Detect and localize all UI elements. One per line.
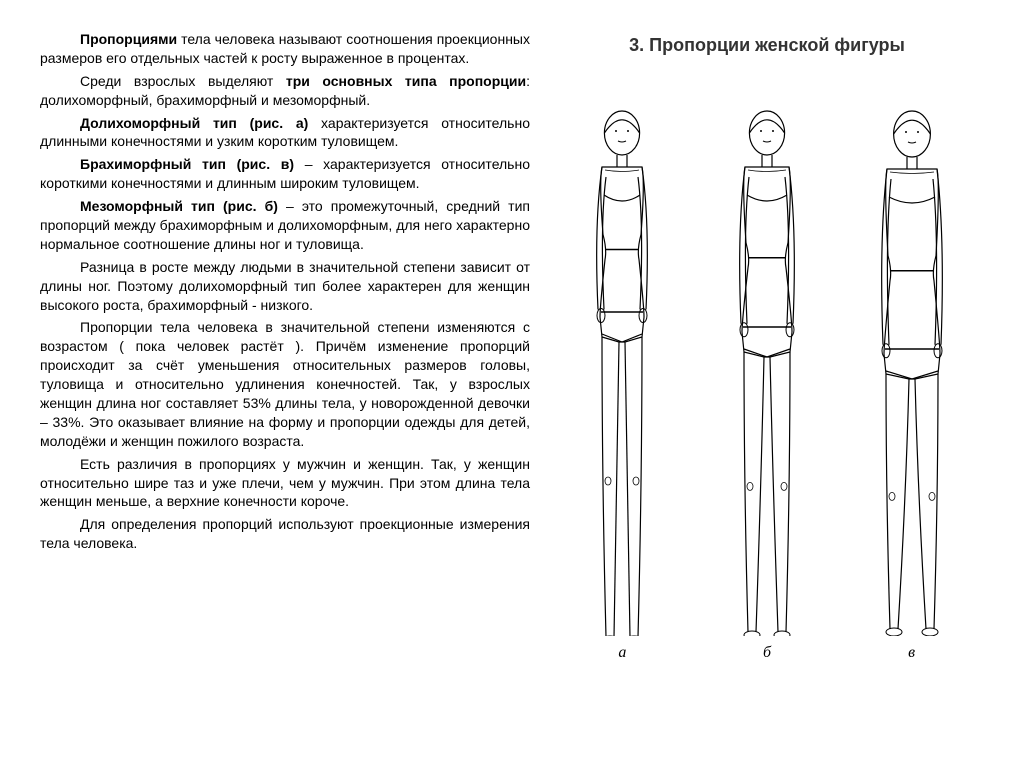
figure-v-label: в <box>908 644 915 662</box>
para-8-rest: Есть различия в пропорциях у мужчин и же… <box>40 456 530 510</box>
figure-v: в <box>852 106 972 662</box>
para-5-lead: Мезоморфный тип (рис. б) <box>80 198 278 214</box>
para-6-rest: Разница в росте между людьми в значитель… <box>40 259 530 313</box>
para-4-lead: Брахиморфный тип (рис. в) <box>80 156 294 172</box>
para-1: Пропорциями тела человека называют соотн… <box>40 30 530 68</box>
body-figure-b <box>707 106 827 636</box>
para-3-lead: Долихоморфный тип (рис. а) <box>80 115 308 131</box>
para-5: Мезоморфный тип (рис. б) – это промежуто… <box>40 197 530 254</box>
figure-b: б <box>707 106 827 662</box>
para-7: Пропорции тела человека в значительной с… <box>40 318 530 450</box>
figure-a-label: а <box>618 644 626 662</box>
para-9: Для определения пропорций используют про… <box>40 515 530 553</box>
body-figure-a <box>562 106 682 636</box>
para-7-rest: Пропорции тела человека в значительной с… <box>40 319 530 448</box>
text-column: Пропорциями тела человека называют соотн… <box>40 30 550 737</box>
figure-b-label: б <box>763 644 771 662</box>
para-3: Долихоморфный тип (рис. а) характеризует… <box>40 114 530 152</box>
para-1-lead: Пропорциями <box>80 31 177 47</box>
para-2: Среди взрослых выделяют три основных тип… <box>40 72 530 110</box>
para-9-rest: Для определения пропорций используют про… <box>40 516 530 551</box>
figure-column: 3. Пропорции женской фигуры а б в <box>550 30 984 737</box>
figures-row: а б в <box>550 106 984 662</box>
para-2-lead: Среди взрослых выделяют <box>80 73 286 89</box>
para-4: Брахиморфный тип (рис. в) – характеризуе… <box>40 155 530 193</box>
para-8: Есть различия в пропорциях у мужчин и же… <box>40 455 530 512</box>
body-figure-v <box>852 106 972 636</box>
figure-a: а <box>562 106 682 662</box>
para-2-bold: три основных типа пропорции <box>286 73 526 89</box>
section-heading: 3. Пропорции женской фигуры <box>629 35 905 56</box>
para-6: Разница в росте между людьми в значитель… <box>40 258 530 315</box>
